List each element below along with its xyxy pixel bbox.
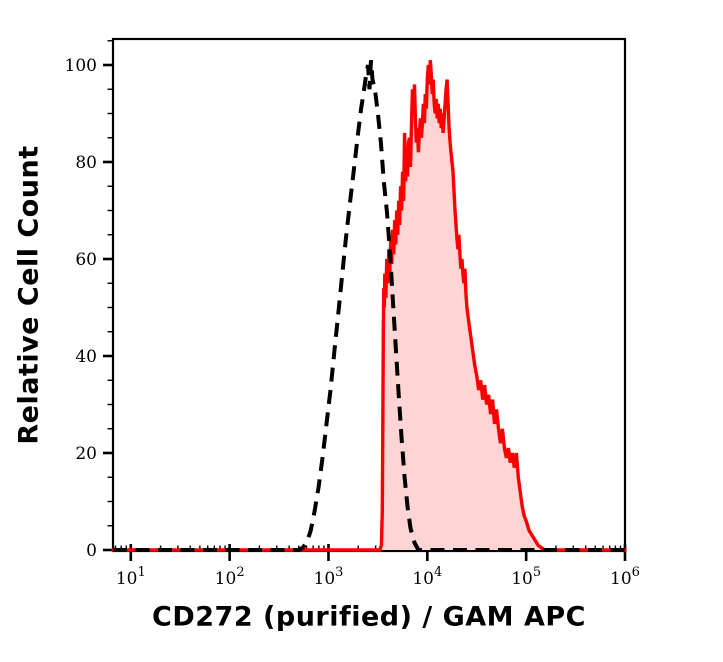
- svg-text:20: 20: [75, 444, 97, 464]
- y-axis-tick-labels: 0 20 40 60 80 100: [65, 56, 97, 561]
- sample-histogram-curve: [111, 60, 627, 552]
- svg-text:80: 80: [75, 153, 97, 173]
- y-axis-title: Relative Cell Count: [13, 145, 45, 445]
- svg-text:0: 0: [86, 541, 97, 561]
- svg-text:104: 104: [412, 565, 442, 589]
- x-axis-title: CD272 (purified) / GAM APC: [152, 601, 586, 633]
- control-histogram-dashed-curve: [113, 60, 625, 552]
- x-axis-tick-labels: 101 102 103 104 105 106: [116, 565, 640, 589]
- svg-text:105: 105: [511, 565, 541, 589]
- x-axis-ticks: [114, 544, 627, 561]
- svg-text:40: 40: [75, 347, 97, 367]
- svg-text:103: 103: [314, 565, 344, 589]
- svg-text:106: 106: [610, 565, 640, 589]
- svg-text:102: 102: [215, 565, 245, 589]
- svg-text:101: 101: [116, 565, 146, 589]
- y-axis-ticks: [103, 40, 113, 552]
- svg-text:100: 100: [65, 56, 97, 76]
- plot-border: [111, 37, 627, 553]
- svg-text:60: 60: [75, 250, 97, 270]
- sample-histogram-fill: [113, 60, 625, 550]
